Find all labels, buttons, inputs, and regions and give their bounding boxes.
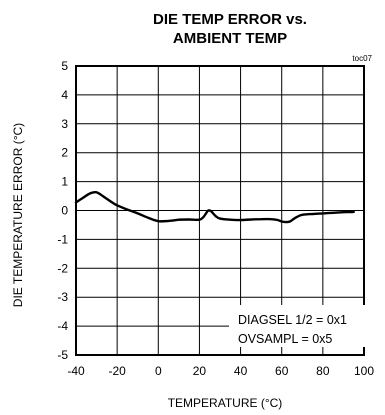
annotation-ovsampl: OVSAMPL = 0x5 bbox=[238, 332, 332, 346]
y-tick-label-7: -2 bbox=[57, 261, 68, 275]
y-tick-label-2: 3 bbox=[61, 117, 68, 131]
y-tick-label-9: -4 bbox=[57, 319, 68, 333]
y-tick-label-0: 5 bbox=[61, 59, 68, 73]
figure-id-label: toc07 bbox=[352, 54, 372, 63]
y-tick-label-6: -1 bbox=[57, 232, 68, 246]
x-axis-title: TEMPERATURE (°C) bbox=[168, 396, 283, 410]
series-line-0 bbox=[74, 190, 355, 224]
annotation-box bbox=[229, 305, 365, 347]
x-tick-labels: -40 -20 0 20 40 60 80 100 bbox=[67, 364, 374, 378]
y-tick-label-1: 4 bbox=[61, 88, 68, 102]
y-tick-label-3: 2 bbox=[61, 146, 68, 160]
x-tick-label-6: 80 bbox=[316, 364, 330, 378]
x-tick-label-7: 100 bbox=[354, 364, 374, 378]
x-tick-label-1: -20 bbox=[108, 364, 126, 378]
plot-frame bbox=[75, 65, 365, 356]
y-tick-labels: 5 4 3 2 1 0 -1 -2 -3 -4 -5 bbox=[57, 59, 68, 362]
series-layer bbox=[74, 190, 355, 224]
chart-title: DIE TEMP ERROR vs. AMBIENT TEMP bbox=[153, 11, 307, 47]
y-tick-label-5: 0 bbox=[61, 204, 68, 218]
x-tick-label-4: 40 bbox=[234, 364, 248, 378]
x-tick-label-3: 20 bbox=[193, 364, 207, 378]
annotation-diagsel: DIAGSEL 1/2 = 0x1 bbox=[238, 313, 347, 327]
x-tick-label-2: 0 bbox=[155, 364, 162, 378]
x-tick-label-0: -40 bbox=[67, 364, 85, 378]
x-tick-label-5: 60 bbox=[275, 364, 289, 378]
y-axis-title: DIE TEMPERATURE ERROR (°C) bbox=[11, 123, 25, 307]
y-tick-label-4: 1 bbox=[61, 175, 68, 189]
chart-title-line-1: DIE TEMP ERROR vs. bbox=[153, 11, 307, 28]
grid bbox=[75, 65, 365, 356]
y-tick-label-10: -5 bbox=[57, 348, 68, 362]
chart-title-line-2: AMBIENT TEMP bbox=[173, 30, 287, 47]
y-tick-label-8: -3 bbox=[57, 290, 68, 304]
